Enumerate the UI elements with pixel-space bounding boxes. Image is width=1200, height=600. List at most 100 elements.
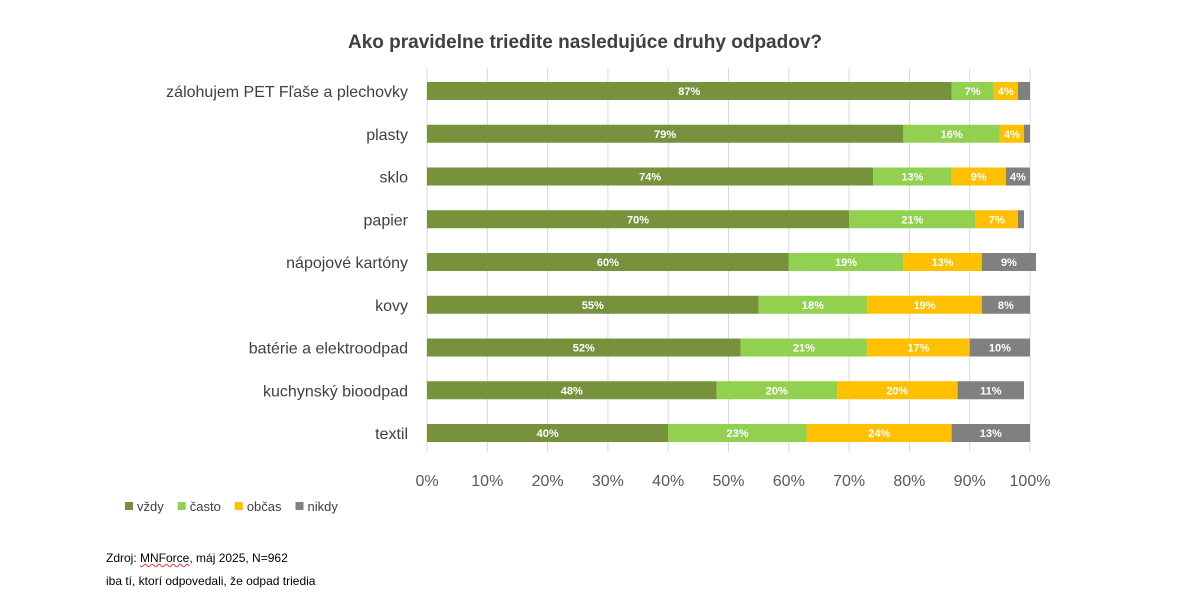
bar-segment bbox=[849, 210, 976, 229]
bar-segment bbox=[951, 167, 1006, 186]
data-label: 17% bbox=[907, 343, 929, 355]
data-label: 60% bbox=[597, 257, 619, 269]
source-scope-note: iba tí, ktorí odpovedali, že odpad tried… bbox=[106, 574, 316, 588]
data-label: 19% bbox=[913, 300, 935, 312]
x-tick-label: 70% bbox=[833, 473, 865, 490]
source-suffix: , máj 2025, N=962 bbox=[189, 551, 288, 565]
data-label: 52% bbox=[573, 343, 595, 355]
category-label: zálohujem PET Fľaše a plechovky bbox=[166, 84, 408, 101]
x-tick-label: 90% bbox=[954, 473, 986, 490]
legend-swatch bbox=[295, 502, 304, 510]
bar-segment bbox=[427, 124, 904, 143]
bar-segment bbox=[867, 338, 970, 357]
data-label: 24% bbox=[868, 428, 890, 440]
category-label: kovy bbox=[375, 298, 408, 315]
bar-segment bbox=[427, 253, 789, 271]
category-labels: zálohujem PET Fľaše a plechovky plasty skl… bbox=[166, 84, 408, 443]
source-brand: MNForce bbox=[140, 551, 190, 565]
data-label: 4% bbox=[1004, 129, 1020, 141]
category-label: kuchynský bioodpad bbox=[263, 383, 408, 400]
bar-segment bbox=[788, 253, 904, 271]
bar-segment bbox=[740, 338, 868, 357]
bar-segment bbox=[903, 124, 1000, 143]
data-label: 10% bbox=[989, 343, 1011, 355]
x-tick-label: 50% bbox=[712, 473, 744, 490]
bar-segment bbox=[951, 82, 994, 100]
bar-segment bbox=[951, 424, 1030, 442]
bar-segment bbox=[427, 167, 874, 186]
data-label: 70% bbox=[627, 214, 649, 226]
bar-segment bbox=[427, 424, 669, 442]
data-label: 48% bbox=[561, 385, 583, 397]
data-label: 18% bbox=[802, 300, 824, 312]
bar-segment bbox=[867, 295, 982, 314]
bar-segment bbox=[1023, 124, 1030, 143]
legend: vždy často občas nikdy bbox=[125, 499, 338, 514]
data-label: 9% bbox=[1001, 257, 1017, 269]
category-label: papier bbox=[364, 212, 409, 229]
bars: 87% 7% 4% 79% 16% 4% 74% 13% 9% 4% 70% 21% 7% 60% 19% 1… bbox=[427, 82, 1037, 442]
legend-label: často bbox=[190, 499, 221, 514]
data-label: 20% bbox=[886, 385, 908, 397]
data-label: 79% bbox=[654, 129, 676, 141]
bar-segment bbox=[427, 82, 952, 100]
legend-label: občas bbox=[247, 499, 282, 514]
x-tick-label: 80% bbox=[893, 473, 925, 490]
data-label: 23% bbox=[727, 428, 749, 440]
x-tick-label: 10% bbox=[471, 473, 503, 490]
bar-segment bbox=[975, 210, 1018, 229]
data-label: 21% bbox=[793, 343, 815, 355]
category-label: plasty bbox=[366, 127, 408, 144]
bar-segment bbox=[1005, 167, 1030, 186]
data-label: 11% bbox=[980, 385, 1002, 397]
category-label: textil bbox=[375, 426, 408, 443]
bar-segment bbox=[969, 338, 1030, 357]
bar-segment bbox=[903, 253, 982, 271]
bar-segment bbox=[981, 295, 1030, 314]
bar-segment bbox=[716, 381, 838, 400]
x-tick-label: 100% bbox=[1010, 473, 1051, 490]
data-label: 19% bbox=[835, 257, 857, 269]
bar-segment bbox=[427, 381, 717, 400]
legend-swatch bbox=[234, 502, 243, 510]
data-label: 16% bbox=[941, 129, 963, 141]
data-label: 55% bbox=[582, 300, 604, 312]
bar-segment bbox=[981, 253, 1037, 271]
x-tick-label: 60% bbox=[773, 473, 805, 490]
data-label: 21% bbox=[901, 214, 923, 226]
data-label: 9% bbox=[971, 172, 987, 184]
bar-segment bbox=[873, 167, 952, 186]
legend-swatch bbox=[177, 502, 186, 510]
bar-segment bbox=[837, 381, 958, 400]
bar-segment bbox=[1017, 210, 1024, 229]
category-label: nápojové kartóny bbox=[286, 255, 408, 272]
x-tick-label: 0% bbox=[415, 473, 438, 490]
x-axis-ticks: 0% 10% 20% 30% 40% 50% 60% 70% 80% 90% 100% bbox=[415, 473, 1050, 490]
legend-label: nikdy bbox=[308, 499, 339, 514]
category-label: batérie a elektroodpad bbox=[249, 341, 408, 358]
data-label: 13% bbox=[980, 428, 1002, 440]
data-label: 7% bbox=[989, 214, 1005, 226]
bar-segment bbox=[758, 295, 868, 314]
bar-segment bbox=[427, 295, 759, 314]
legend-swatch bbox=[125, 502, 133, 510]
data-label: 8% bbox=[998, 300, 1014, 312]
data-label: 40% bbox=[537, 428, 559, 440]
bar-segment bbox=[993, 82, 1018, 100]
data-label: 7% bbox=[965, 86, 981, 98]
bar-segment bbox=[1017, 82, 1030, 100]
x-tick-label: 40% bbox=[652, 473, 684, 490]
data-label: 13% bbox=[932, 257, 954, 269]
x-tick-label: 20% bbox=[532, 473, 564, 490]
x-tick-label: 30% bbox=[592, 473, 624, 490]
data-label: 4% bbox=[998, 86, 1014, 98]
data-label: 4% bbox=[1010, 172, 1026, 184]
source-note: Zdroj: MNForce, máj 2025, N=962 bbox=[106, 551, 288, 565]
data-label: 13% bbox=[901, 172, 923, 184]
bar-segment bbox=[999, 124, 1024, 143]
category-label: sklo bbox=[380, 170, 409, 187]
source-prefix: Zdroj: bbox=[106, 551, 141, 565]
bar-segment bbox=[806, 424, 952, 442]
legend-label: vždy bbox=[137, 499, 164, 514]
